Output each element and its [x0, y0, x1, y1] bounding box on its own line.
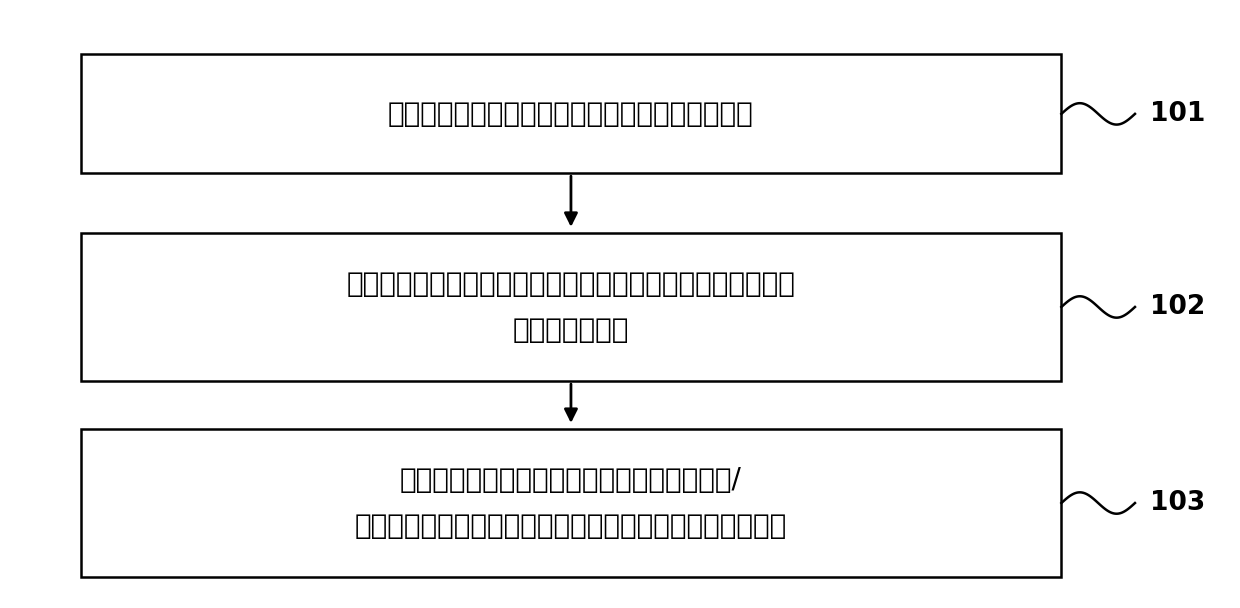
- Bar: [81, 233, 1061, 381]
- Bar: [81, 429, 1061, 577]
- Text: 测试终端控制测试仪器对天线进行下行测试和/
或通过所述通信连接控制所述移动终端对天线进行上行测试: 测试终端控制测试仪器对天线进行下行测试和/ 或通过所述通信连接控制所述移动终端对…: [355, 466, 787, 540]
- Text: 移动终端通过无线信号建立与测试终端的通信连接: 移动终端通过无线信号建立与测试终端的通信连接: [388, 100, 754, 128]
- Text: 测试终端通过所述通信连接控制移动终端的天线与测试仪器建
立无线射频连接: 测试终端通过所述通信连接控制移动终端的天线与测试仪器建 立无线射频连接: [346, 270, 795, 344]
- Text: 102: 102: [1151, 294, 1205, 320]
- Text: 103: 103: [1151, 490, 1205, 516]
- Bar: [81, 55, 1061, 173]
- Text: 101: 101: [1151, 101, 1205, 127]
